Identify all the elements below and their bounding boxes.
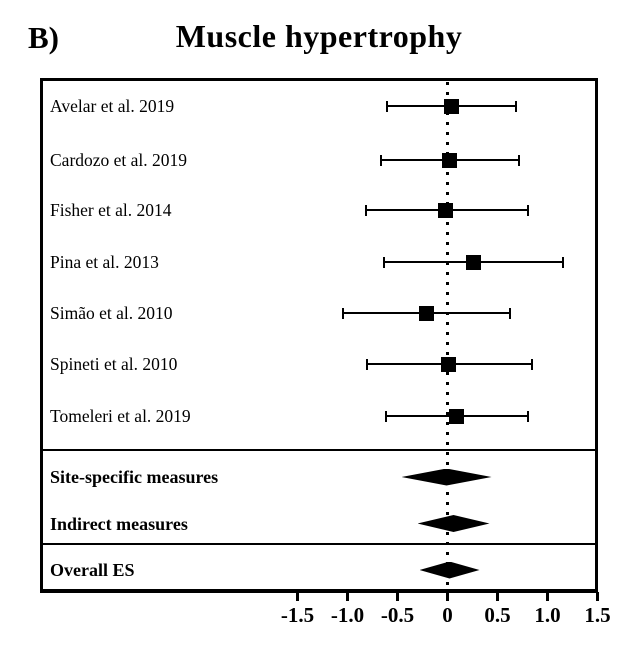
ci-cap-right: [530, 358, 533, 370]
summary-label: Site-specific measures: [50, 467, 219, 487]
ci-cap-right: [508, 307, 511, 319]
axis-tick: [396, 592, 399, 601]
ci-cap-right: [514, 100, 517, 112]
effect-size-marker: [466, 254, 481, 270]
zero-reference-line: [446, 82, 449, 588]
study-label: Simão et al. 2010: [50, 303, 173, 323]
axis-tick-label: -1.5: [280, 603, 315, 627]
ci-cap-left: [384, 410, 387, 422]
ci-cap-left: [385, 100, 388, 112]
study-label: Cardozo et al. 2019: [50, 150, 188, 170]
plot-area: Avelar et al. 2019 Cardozo et al. 2019 Fis…: [43, 81, 611, 627]
ci-cap-right: [517, 154, 520, 166]
summary-diamond: [417, 515, 490, 532]
summary-label: Indirect measures: [50, 513, 188, 534]
axis-tick: [546, 592, 549, 601]
ci-cap-left: [379, 154, 382, 166]
effect-size-marker: [441, 356, 456, 372]
ci-cap-right: [526, 410, 529, 422]
summary-diamond: [401, 468, 492, 486]
study-label: Pina et al. 2013: [50, 252, 159, 272]
effect-size-marker: [444, 98, 459, 114]
axis-tick: [596, 592, 599, 601]
axis-tick-label: 1.0: [534, 603, 561, 627]
section-divider: [43, 449, 595, 451]
study-label: Avelar et al. 2019: [50, 96, 175, 116]
effect-size-marker: [438, 202, 453, 218]
axis-tick-label: 1.5: [584, 603, 611, 627]
plot-box: Avelar et al. 2019 Cardozo et al. 2019 Fis…: [40, 78, 611, 627]
effect-size-marker: [449, 408, 464, 424]
effect-size-marker: [442, 152, 457, 168]
study-label: Fisher et al. 2014: [50, 200, 172, 220]
summary-label: Overall ES: [50, 560, 135, 580]
section-divider: [43, 543, 595, 545]
summary-diamond: [419, 561, 480, 579]
axis-tick-label: 0.5: [484, 603, 511, 627]
axis-tick: [296, 592, 299, 601]
axis-tick-label: -1.0: [330, 603, 365, 627]
ci-cap-right: [526, 204, 529, 216]
axis-tick: [446, 592, 449, 601]
ci-cap-left: [364, 204, 367, 216]
axis-tick: [496, 592, 499, 601]
study-label: Spineti et al. 2010: [50, 354, 178, 374]
axis-tick: [346, 592, 349, 601]
chart-title: Muscle hypertrophy: [175, 18, 463, 54]
ci-cap-right: [561, 256, 564, 268]
effect-size-marker: [419, 305, 434, 321]
panel-label: B): [28, 20, 59, 55]
ci-cap-left: [382, 256, 385, 268]
ci-cap-left: [365, 358, 368, 370]
axis-tick-label: 0: [442, 603, 453, 627]
axis-tick-label: -0.5: [380, 603, 415, 627]
ci-cap-left: [341, 307, 344, 319]
study-label: Tomeleri et al. 2019: [50, 406, 191, 426]
